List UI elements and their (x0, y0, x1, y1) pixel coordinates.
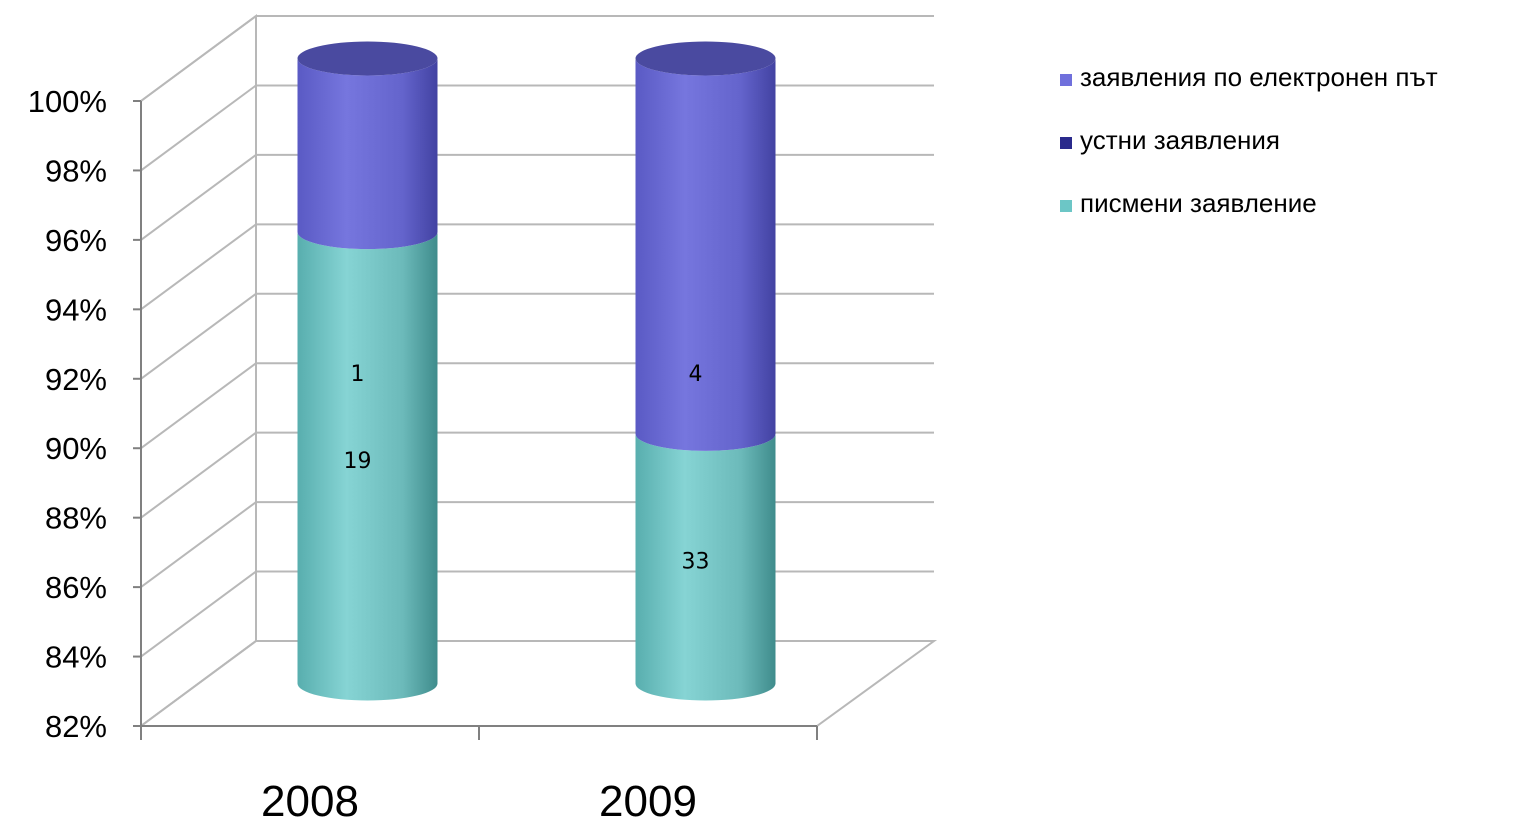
y-tick-label: 92% (45, 362, 107, 397)
data-label: 1 (351, 362, 365, 387)
bar-top-cap (297, 41, 438, 76)
gridline-depth (140, 362, 257, 450)
y-tick-label: 86% (45, 570, 107, 605)
y-tick-label: 84% (45, 640, 107, 675)
x-category-label: 2008 (261, 777, 359, 821)
legend-swatch (1060, 137, 1072, 149)
data-label: 4 (689, 362, 703, 387)
y-axis: 82% 84% 86% 88% 90% 92% 94% 96% 98% 100% (28, 84, 142, 744)
side-wall (140, 14, 257, 728)
bars (297, 41, 776, 701)
gridline-depth (140, 570, 257, 658)
x-category-label: 2009 (599, 777, 697, 821)
bar-top-cap (635, 41, 776, 76)
gridline-depth (140, 15, 257, 102)
bar-segment-oral (297, 58, 438, 250)
bar-segment-written (635, 433, 776, 701)
data-label: 19 (344, 449, 372, 474)
gridline-depth (140, 154, 257, 241)
y-tick-label: 82% (45, 709, 107, 744)
legend-swatch (1060, 200, 1072, 212)
data-labels: 19 1 33 4 (344, 362, 710, 575)
y-tick-label: 96% (45, 223, 107, 258)
data-label: 33 (682, 550, 710, 575)
plot-walls (137, 14, 938, 728)
legend-swatch (1060, 74, 1072, 86)
gridline-depth (140, 292, 257, 380)
legend-entry: писмени заявление (1080, 188, 1317, 218)
y-tick-label: 100% (28, 84, 107, 119)
gridlines (140, 15, 934, 727)
y-tick-label: 94% (45, 292, 107, 327)
gridline-depth (140, 84, 257, 172)
bar-segment-oral (635, 58, 776, 451)
y-tick-label: 90% (45, 431, 107, 466)
gridline-depth (140, 223, 257, 311)
floor (137, 640, 938, 727)
legend-entry: устни заявления (1080, 125, 1280, 155)
legend: заявления по електронен път устни заявлен… (1060, 62, 1438, 218)
gridline-depth (140, 501, 257, 588)
x-axis: 2008 2009 (140, 725, 818, 821)
y-tick-label: 98% (45, 153, 107, 188)
gridline-depth (140, 431, 257, 519)
gridline-depth (140, 640, 257, 727)
y-tick-label: 88% (45, 501, 107, 536)
legend-entry: заявления по електронен път (1080, 62, 1438, 92)
bar-segment-written (297, 232, 438, 701)
